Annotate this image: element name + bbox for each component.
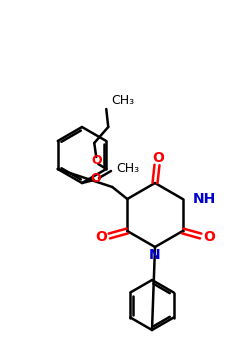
Text: NH: NH xyxy=(193,192,216,206)
Text: O: O xyxy=(203,230,215,244)
Text: CH₃: CH₃ xyxy=(116,162,139,175)
Text: O: O xyxy=(91,173,101,186)
Text: N: N xyxy=(149,248,161,262)
Text: O: O xyxy=(91,154,102,168)
Text: CH₃: CH₃ xyxy=(111,94,134,107)
Text: O: O xyxy=(152,151,164,165)
Text: O: O xyxy=(95,230,107,244)
